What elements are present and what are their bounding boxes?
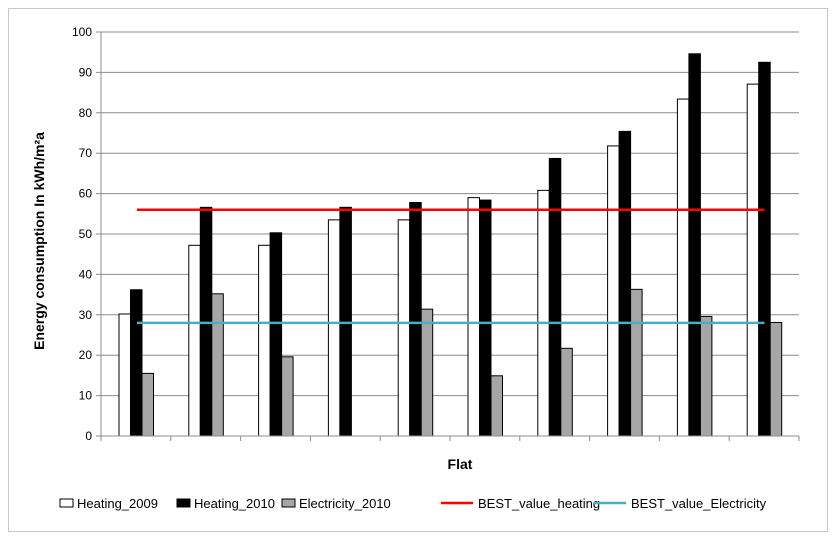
bar-electricity-2010 xyxy=(769,321,783,437)
legend-label-best-value-electricity: BEST_value_Electricity xyxy=(631,496,767,511)
bar-heating-2010 xyxy=(688,53,701,437)
y-tick-label: 80 xyxy=(79,106,93,120)
bar-heating-2009 xyxy=(537,189,550,437)
bar-heating-2010 xyxy=(130,289,143,437)
legend-swatch-heating-2009 xyxy=(59,498,74,508)
bar-electricity-2010 xyxy=(490,375,503,437)
bar-heating-2010 xyxy=(618,130,632,437)
y-tick-label: 30 xyxy=(79,308,93,322)
y-tick-label: 100 xyxy=(72,25,92,39)
bar-heating-2010 xyxy=(548,157,562,437)
y-tick-label: 20 xyxy=(79,348,93,362)
x-axis-title: Flat xyxy=(448,456,473,472)
bar-electricity-2010 xyxy=(630,288,643,437)
legend-label-heating-2009: Heating_2009 xyxy=(77,496,158,511)
bar-heating-2009 xyxy=(188,244,201,437)
legend-label-electricity-2010: Electricity_2010 xyxy=(299,496,391,511)
y-tick-label: 60 xyxy=(79,187,93,201)
bar-electricity-2010 xyxy=(699,315,713,437)
bar-electricity-2010 xyxy=(420,308,434,437)
bar-heating-2009 xyxy=(327,219,341,437)
y-tick-label: 50 xyxy=(79,227,93,241)
legend: Heating_2009 Heating_2010 Electricity_2010… xyxy=(59,496,767,511)
y-axis-title: Energy consumption In kWh/m²a xyxy=(31,132,47,350)
legend-swatch-heating-2010 xyxy=(176,498,191,508)
legend-label-best-value-heating: BEST_value_heating xyxy=(478,496,600,511)
bar-heating-2010 xyxy=(409,201,422,437)
y-tick-label: 70 xyxy=(79,146,93,160)
bar-electricity-2010 xyxy=(141,372,154,437)
bar-electricity-2010 xyxy=(211,293,224,437)
bar-heating-2009 xyxy=(467,197,480,437)
bar-heating-2009 xyxy=(258,244,271,437)
bar-heating-2010 xyxy=(479,199,492,437)
bar-heating-2010 xyxy=(758,61,771,437)
bar-heating-2009 xyxy=(607,145,620,437)
bar-electricity-2010 xyxy=(281,356,294,437)
y-tick-label: 40 xyxy=(79,267,93,281)
legend-swatch-electricity-2010 xyxy=(281,498,296,508)
y-tick-label: 90 xyxy=(79,65,93,79)
y-tick-label: 10 xyxy=(79,389,93,403)
bar-heating-2009 xyxy=(118,313,131,437)
legend-label-heating-2010: Heating_2010 xyxy=(194,496,275,511)
bar-heating-2010 xyxy=(269,232,283,437)
bar-electricity-2010 xyxy=(560,347,573,437)
y-tick-labels: 0 10 20 30 40 50 60 70 80 90 100 xyxy=(72,25,92,443)
bar-heating-2009 xyxy=(397,219,411,437)
y-tick-label: 0 xyxy=(85,429,92,443)
bars xyxy=(118,53,783,437)
reference-lines xyxy=(137,208,765,325)
bar-heating-2009 xyxy=(746,83,760,437)
bar-heating-2009 xyxy=(676,98,690,437)
